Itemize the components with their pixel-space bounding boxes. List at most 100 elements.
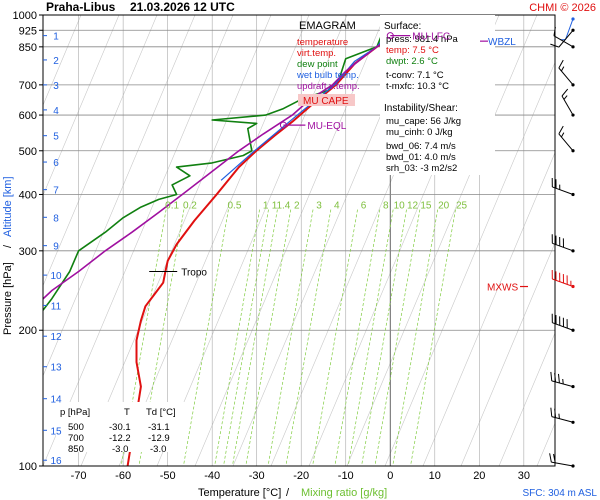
x-tick-label: -10: [338, 470, 354, 482]
wind-barb-staff: [565, 18, 574, 40]
mixing-ratio-label: 25: [456, 201, 468, 212]
skew-guide-line: [498, 332, 555, 466]
altitude-tick-label: 3: [53, 81, 59, 92]
x-tick-label: -50: [160, 470, 176, 482]
mixing-ratio-label: 15: [420, 201, 432, 212]
skew-guide-line: [43, 15, 120, 197]
skew-guide-line: [384, 61, 555, 466]
y-axis-label-separator: /: [2, 244, 14, 248]
srh03-value: srh_03: -3 m2/s2: [386, 163, 457, 174]
bwd01-value: bwd_01: 4.0 m/s: [386, 152, 456, 163]
bwd06-value: bwd_06: 7.4 m/s: [386, 141, 456, 152]
table-cell: -30.1: [109, 422, 131, 433]
altitude-tick-label: 9: [53, 242, 59, 253]
skew-guide-line: [118, 15, 310, 466]
mu-lfc-label: MU-LFC: [412, 32, 450, 43]
surface-title: Surface:: [384, 21, 421, 32]
level-table: p [hPa] T Td [°C] 500 -30.1 -31.1 700 -1…: [56, 402, 186, 455]
mixing-ratio-line: [232, 209, 278, 466]
y-tick-label: 500: [19, 146, 37, 158]
mixing-ratio-label: 20: [438, 201, 450, 212]
y-tick-label: 600: [19, 110, 37, 122]
legend-title: EMAGRAM: [299, 20, 356, 32]
wind-barb-staff: [561, 95, 574, 116]
wind-barb-staff: [558, 67, 574, 86]
surface-press: press: 981.4 hPa: [386, 34, 459, 45]
x-axis-label-mixing: Mixing ratio [g/kg]: [301, 487, 387, 499]
table-cell: -12.2: [109, 433, 131, 444]
altitude-tick-label: 7: [53, 186, 59, 197]
table-cell: -3.0: [112, 444, 128, 455]
mixing-ratio-line: [410, 209, 456, 466]
plot-frame: [42, 14, 556, 467]
level-table-bg: [56, 402, 186, 452]
mixing-ratio-label: 0.2: [183, 201, 197, 212]
table-cell: 500: [68, 422, 84, 433]
mu-cinh-value: mu_cinh: 0 J/kg: [386, 127, 453, 138]
mixing-ratio-label: 6: [361, 201, 367, 212]
mu-cape-badge-bg: [298, 94, 355, 106]
mixing-ratio-label: 8: [383, 201, 389, 212]
wind-barb-flag: [549, 453, 552, 463]
legend-wet-bulb: wet bulb temp.: [296, 70, 359, 81]
skew-guide-line: [460, 242, 555, 466]
wind-barb-staff: [553, 35, 574, 48]
table-cell: -12.9: [148, 433, 170, 444]
mixing-ratio-label: 1: [272, 201, 278, 212]
altitude-tick-label: 15: [50, 426, 62, 437]
table-header-t: T: [124, 407, 130, 418]
skew-guide-line: [80, 15, 272, 466]
x-tick-label: -60: [115, 470, 131, 482]
wind-barb-flag: [553, 26, 556, 36]
y-tick-label: 925: [19, 25, 37, 37]
x-tick-label: 20: [473, 470, 485, 482]
x-tick-label: 10: [429, 470, 441, 482]
surface-temp: temp: 7.5 °C: [386, 45, 439, 56]
mixing-ratio-label: 10: [394, 201, 406, 212]
mixing-ratio-line: [267, 209, 314, 466]
skew-guide-line: [575, 15, 600, 466]
x-tick-label: -40: [204, 470, 220, 482]
surface-tmxfc: t-mxfc: 10.3 °C: [386, 81, 449, 92]
info-panel: Surface: press: 981.4 hPa temp: 7.5 °C d…: [380, 15, 495, 175]
wind-barb-flag: [554, 408, 557, 418]
y-axis-label-pressure: Pressure [hPa]: [2, 262, 14, 335]
altitude-tick-label: 2: [53, 56, 59, 67]
mu-cape-value: mu_cape: 56 J/kg: [386, 116, 461, 127]
wind-barb-flag: [550, 407, 553, 417]
mixing-ratio-line: [223, 209, 269, 466]
wind-barb-flag: [550, 43, 560, 48]
surface-dwpt: dwpt: 2.6 °C: [386, 56, 438, 67]
x-tick-label: 0: [387, 470, 393, 482]
surface-tconv: t-conv: 7.1 °C: [386, 70, 444, 81]
max-wind-label: MXWS: [487, 283, 518, 294]
datetime-title: 21.03.2026 12 UTC: [130, 0, 235, 14]
mu-eql-label: MU-EQL: [307, 121, 346, 132]
legend-temperature: temperature: [297, 37, 348, 48]
x-tick-label: -70: [71, 470, 87, 482]
table-cell: -3.0: [150, 444, 166, 455]
mixing-ratio-line: [374, 209, 421, 466]
skew-guide-line: [43, 15, 158, 287]
altitude-tick-label: 16: [50, 456, 62, 467]
wind-barbs: [549, 17, 575, 468]
wbzl-label: WBZL: [488, 37, 516, 48]
x-tick-label: 30: [518, 470, 530, 482]
skew-guide-line: [346, 15, 538, 466]
series-dewpointline: [43, 18, 403, 312]
mixing-ratio-line: [347, 209, 394, 466]
wind-barb-flag: [558, 125, 564, 135]
wind-barb-flag: [550, 371, 553, 381]
series-updraft-v-temp-line: [43, 18, 431, 300]
skew-guide-line: [43, 15, 82, 106]
copyright: CHMI © 2026: [529, 2, 596, 14]
wind-barb-flag: [554, 372, 557, 382]
y-tick-label: 200: [19, 325, 37, 337]
mixing-ratio-label: 1.4: [276, 201, 290, 212]
altitude-tick-label: 8: [53, 213, 59, 224]
y-axis-label-altitude: Altitude [km]: [2, 176, 14, 237]
wind-barb-flag: [557, 373, 560, 383]
y-tick-label: 100: [19, 461, 37, 473]
table-cell: 700: [68, 433, 84, 444]
